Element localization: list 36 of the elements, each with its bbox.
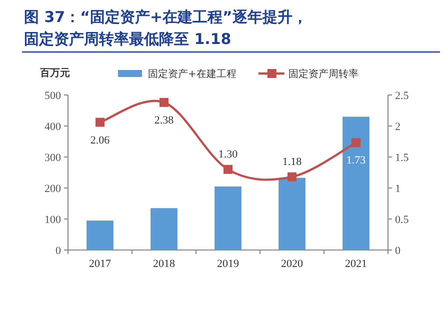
data-label: 2.38 xyxy=(154,114,174,126)
legend-label: 固定资产周转率 xyxy=(288,68,358,80)
y2-tick-label: 2.5 xyxy=(395,90,410,102)
point xyxy=(352,138,360,148)
y2-tick-label: 2 xyxy=(395,121,400,133)
y-axis-title: 百万元 xyxy=(39,67,70,79)
y-tick-label: 300 xyxy=(44,152,62,164)
point xyxy=(288,172,296,182)
title: 图 37：“固定资产+在建工程”逐年提升，固定资产周转率最低降至 1.18 xyxy=(24,8,308,48)
x-tick-label: 2020 xyxy=(281,258,304,270)
y2-tick-label: 1 xyxy=(395,183,400,195)
x-tick-label: 2021 xyxy=(345,258,367,270)
data-label: 1.18 xyxy=(282,156,302,168)
bar xyxy=(342,116,370,250)
bar xyxy=(86,220,114,250)
data-label: 1.73 xyxy=(346,154,366,167)
x-tick-label: 2018 xyxy=(153,258,176,270)
y-tick-label: 200 xyxy=(44,183,62,195)
y2-tick-label: 0.5 xyxy=(395,214,410,226)
bar xyxy=(150,208,178,250)
x-tick-label: 2017 xyxy=(89,258,112,270)
point xyxy=(224,164,232,174)
x-tick-label: 2019 xyxy=(217,258,240,270)
y-tick-label: 400 xyxy=(44,121,62,133)
bar xyxy=(214,186,242,250)
data-label: 1.30 xyxy=(218,148,238,160)
point xyxy=(160,98,168,107)
point xyxy=(96,118,104,127)
y-tick-label: 0 xyxy=(56,245,62,257)
bar xyxy=(278,178,306,250)
y2-tick-label: 1.5 xyxy=(395,152,410,164)
data-label: 2.06 xyxy=(90,134,110,146)
y-tick-label: 500 xyxy=(44,90,62,102)
legend-label: 固定资产+在建工程 xyxy=(148,68,236,80)
y2-tick-label: 0 xyxy=(395,245,401,257)
y-tick-label: 100 xyxy=(44,214,62,226)
